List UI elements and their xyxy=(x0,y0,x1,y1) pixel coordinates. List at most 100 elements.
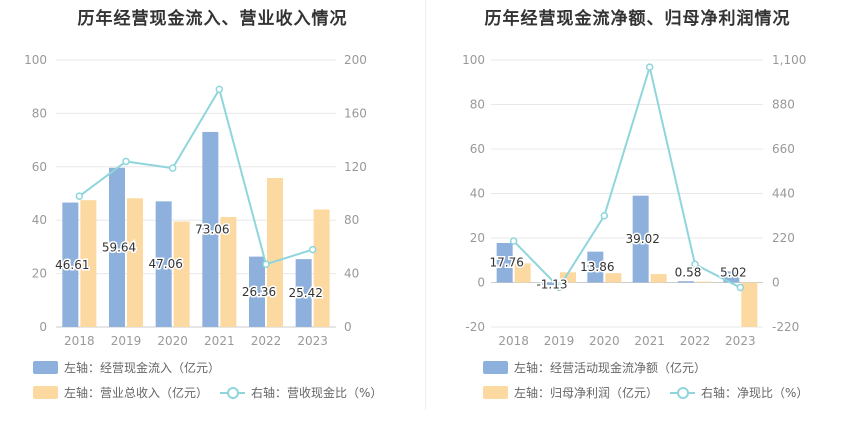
y-tick-label-right: 880 xyxy=(772,98,795,112)
data-label: 5.02 xyxy=(720,266,747,280)
data-label: 47.06 xyxy=(148,257,182,271)
bar-secondary xyxy=(267,178,283,327)
legend-label: 左轴：归母净利润（亿元） xyxy=(514,386,659,400)
data-label: 59.64 xyxy=(102,240,136,254)
bar-primary xyxy=(496,242,513,283)
y-tick-label-right: 1,100 xyxy=(772,53,806,67)
chart-canvas: 0 0 20 40 40 80 60 120 80 160 100 200 2018 2019 2020 20… xyxy=(24,53,367,348)
legend-item-cash-inflow[interactable]: 左轴：经营现金流入（亿元） xyxy=(33,359,220,376)
chart-title: 历年经营现金流净额、归母净利润情况 xyxy=(484,9,791,29)
bar-primary xyxy=(249,256,265,327)
legend-item-ratio[interactable]: 右轴：营收现金比（%） xyxy=(220,384,382,401)
x-tick-label: 2019 xyxy=(544,334,575,348)
legend-swatch-bar xyxy=(483,361,508,374)
line-point xyxy=(215,85,224,94)
bar-primary xyxy=(62,202,79,327)
line-point xyxy=(122,157,130,166)
chart-canvas: -20 -220 0 0 20 220 40 440 60 660 80 880 100 1,100 201… xyxy=(462,53,806,348)
bar-secondary xyxy=(80,200,97,327)
line-series xyxy=(512,63,741,289)
bar-secondary xyxy=(605,273,622,283)
y-tick-label-right: 80 xyxy=(344,213,359,227)
x-tick-label: 2021 xyxy=(204,334,235,348)
y-tick-label-right: 440 xyxy=(772,187,795,201)
line-point xyxy=(262,260,270,269)
y-tick-label-left: 60 xyxy=(32,160,47,174)
bar-primary xyxy=(587,251,604,283)
x-tick-label: 2020 xyxy=(589,334,620,348)
x-tick-label: 2020 xyxy=(157,334,188,348)
chart-panel-left: 历年经营现金流入、营业收入情况 0 0 20 40 40 80 60 120 80 160 100 2… xyxy=(24,9,382,401)
y-tick-label-left: 0 xyxy=(39,320,47,334)
bar-secondary xyxy=(313,209,330,327)
legend-swatch-line xyxy=(220,386,245,399)
bar-primary xyxy=(295,259,312,327)
data-label: 25.42 xyxy=(288,286,322,300)
bar-secondary xyxy=(560,272,576,283)
x-tick-label: 2023 xyxy=(725,334,756,348)
legend-item-revenue[interactable]: 左轴：营业总收入（亿元） xyxy=(33,384,208,401)
legend-item-net-cash-ratio[interactable]: 右轴：净现比（%） xyxy=(670,384,808,401)
x-tick-label: 2018 xyxy=(64,334,95,348)
data-label: 13.86 xyxy=(580,260,614,274)
legend-label: 右轴：净现比（%） xyxy=(701,386,809,400)
y-tick-label-right: -220 xyxy=(772,320,799,334)
x-tick-label: 2018 xyxy=(498,334,529,348)
line-point xyxy=(555,283,563,292)
y-tick-label-right: 0 xyxy=(344,320,352,334)
legend-swatch-bar xyxy=(33,361,58,374)
panel-divider xyxy=(425,0,426,410)
y-tick-label-left: 40 xyxy=(470,187,485,201)
data-label: 73.06 xyxy=(195,222,229,236)
data-label: 46.61 xyxy=(55,258,89,272)
legend-swatch-line xyxy=(670,386,695,399)
y-tick-label-left: 80 xyxy=(32,106,47,120)
y-tick-label-left: -20 xyxy=(465,320,485,334)
bar-primary xyxy=(109,167,125,327)
y-tick-label-right: 40 xyxy=(344,267,359,281)
bar-secondary xyxy=(127,198,143,327)
bar-primary xyxy=(542,282,558,286)
y-tick-label-left: 20 xyxy=(32,267,47,281)
bar-primary xyxy=(723,271,740,283)
y-tick-label-left: 100 xyxy=(24,53,47,67)
data-label: 17.76 xyxy=(489,256,523,270)
y-tick-label-left: 80 xyxy=(470,98,485,112)
legend-label: 左轴：经营活动现金流净额（亿元） xyxy=(514,361,707,375)
chart-panel-right: 历年经营现金流净额、归母净利润情况 -20 -220 0 0 20 220 40 440 60 6… xyxy=(425,0,850,437)
line-point xyxy=(168,164,177,172)
legend-item-net-profit[interactable]: 左轴：归母净利润（亿元） xyxy=(483,384,658,401)
x-tick-label: 2023 xyxy=(297,334,328,348)
legend-item-net-cash-flow[interactable]: 左轴：经营活动现金流净额（亿元） xyxy=(483,359,706,376)
line-series xyxy=(78,86,313,266)
bar-secondary xyxy=(650,274,667,283)
bar-primary xyxy=(632,195,649,283)
bar-secondary xyxy=(173,221,190,327)
line-point xyxy=(691,260,699,269)
line-point xyxy=(645,63,654,71)
line-point xyxy=(75,192,84,200)
bar-primary xyxy=(202,131,219,327)
bar-primary xyxy=(678,281,694,283)
line-point xyxy=(736,283,745,292)
bar-secondary xyxy=(696,281,712,283)
line-point xyxy=(509,237,518,245)
x-tick-label: 2022 xyxy=(251,334,282,348)
y-tick-label-left: 40 xyxy=(32,213,47,227)
y-tick-label-left: 20 xyxy=(470,231,485,245)
y-tick-label-left: 60 xyxy=(470,142,485,156)
bar-secondary xyxy=(220,216,237,327)
y-tick-label-right: 0 xyxy=(772,276,780,290)
bar-secondary xyxy=(514,263,531,283)
y-tick-label-right: 220 xyxy=(772,231,795,245)
x-tick-label: 2022 xyxy=(680,334,711,348)
bar-primary xyxy=(155,201,172,327)
legend-swatch-bar xyxy=(33,386,58,399)
line-point xyxy=(308,245,317,254)
y-tick-label-right: 660 xyxy=(772,142,795,156)
y-tick-label-right: 120 xyxy=(344,160,367,174)
y-tick-label-left: 100 xyxy=(462,53,485,67)
data-label: 0.58 xyxy=(675,266,702,280)
line-point xyxy=(600,212,609,220)
x-tick-label: 2021 xyxy=(634,334,665,348)
